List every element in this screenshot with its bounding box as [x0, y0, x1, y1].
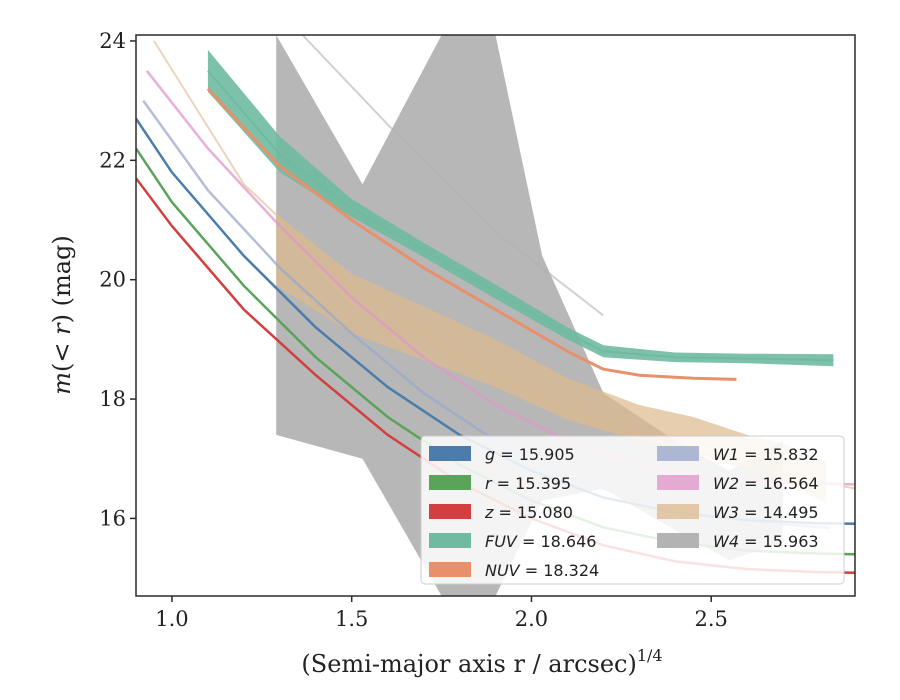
legend-band-name: g	[485, 445, 495, 464]
x-tick-label: 2.0	[515, 607, 548, 631]
y-tick-label: 20	[99, 268, 126, 292]
legend-label-NUV: NUV = 18.324	[485, 561, 599, 580]
series-FUV-line	[207, 70, 834, 362]
legend-band-value: = 14.495	[739, 503, 819, 522]
legend-band-name: W2	[713, 474, 739, 493]
legend-swatch-NUV	[429, 562, 471, 577]
legend-band-value: = 16.564	[739, 474, 819, 493]
series-FUV-band	[207, 49, 834, 367]
legend-band-name: W4	[713, 532, 739, 551]
legend-swatch-FUV	[429, 533, 471, 548]
legend-label-r: r = 15.395	[485, 474, 571, 493]
legend-band-name: z	[484, 503, 494, 522]
legend-band-value: = 15.080	[493, 503, 573, 522]
y-tick-label: 18	[99, 387, 126, 411]
legend-band-value: = 15.395	[492, 474, 572, 493]
x-axis-label: (Semi-major axis r / arcsec)1/4	[301, 646, 662, 678]
y-tick-label: 22	[99, 148, 126, 172]
legend-swatch-z	[429, 504, 471, 519]
x-tick-label: 1.5	[335, 607, 368, 631]
legend-band-name: W1	[713, 445, 739, 464]
y-axis-label-open: (	[48, 363, 76, 372]
legend-band-value: = 18.324	[520, 561, 600, 580]
series-NUV-line	[206, 87, 737, 381]
legend-label-W1: W1 = 15.832	[713, 445, 819, 464]
y-axis-label-m: m	[48, 372, 76, 395]
legend-label-z: z = 15.080	[484, 503, 573, 522]
y-axis-label: m(< r) (mag)	[48, 235, 76, 395]
series-W3-band	[276, 214, 827, 504]
legend-band-name: NUV	[485, 561, 521, 580]
plot-frame	[135, 34, 856, 597]
legend-band-value: = 15.905	[495, 445, 575, 464]
legend-swatch-W2	[657, 475, 699, 490]
legend-band-name: FUV	[485, 532, 518, 551]
x-tick-label: 1.0	[155, 607, 188, 631]
y-tick-label: 24	[99, 29, 126, 53]
y-axis-label-rest: ) (mag)	[48, 235, 76, 323]
axis-ticks: 1.0 1.5 2.0 2.5 16 18 20 22 24	[99, 29, 728, 631]
legend-label-W2: W2 = 16.564	[713, 474, 819, 493]
legend-band-name: W3	[713, 503, 739, 522]
series-W4-fit-line	[301, 35, 605, 317]
legend-swatch-W4	[657, 533, 699, 548]
legend-swatch-g	[429, 446, 471, 461]
y-tick-label: 16	[99, 506, 126, 530]
legend-swatch-r	[429, 475, 471, 490]
legend-label-FUV: FUV = 18.646	[485, 532, 596, 551]
legend-band-value: = 15.832	[739, 445, 819, 464]
legend-swatch-W3	[657, 504, 699, 519]
x-axis-label-exponent: 1/4	[637, 646, 663, 665]
y-axis-label-r: r	[48, 322, 76, 335]
legend-box	[420, 435, 845, 585]
legend-label-g: g = 15.905	[485, 445, 575, 464]
legend-band-name: r	[485, 474, 493, 493]
legend-band-value: = 18.646	[517, 532, 597, 551]
x-axis-label-text: (Semi-major axis r / arcsec)	[301, 650, 636, 678]
x-tick-label: 2.5	[694, 607, 727, 631]
legend-swatch-W1	[657, 446, 699, 461]
legend-band-value: = 15.963	[739, 532, 819, 551]
legend-label-W4: W4 = 15.963	[713, 532, 819, 551]
y-axis-label-lt: <	[48, 335, 76, 363]
legend-label-W3: W3 = 14.495	[713, 503, 819, 522]
